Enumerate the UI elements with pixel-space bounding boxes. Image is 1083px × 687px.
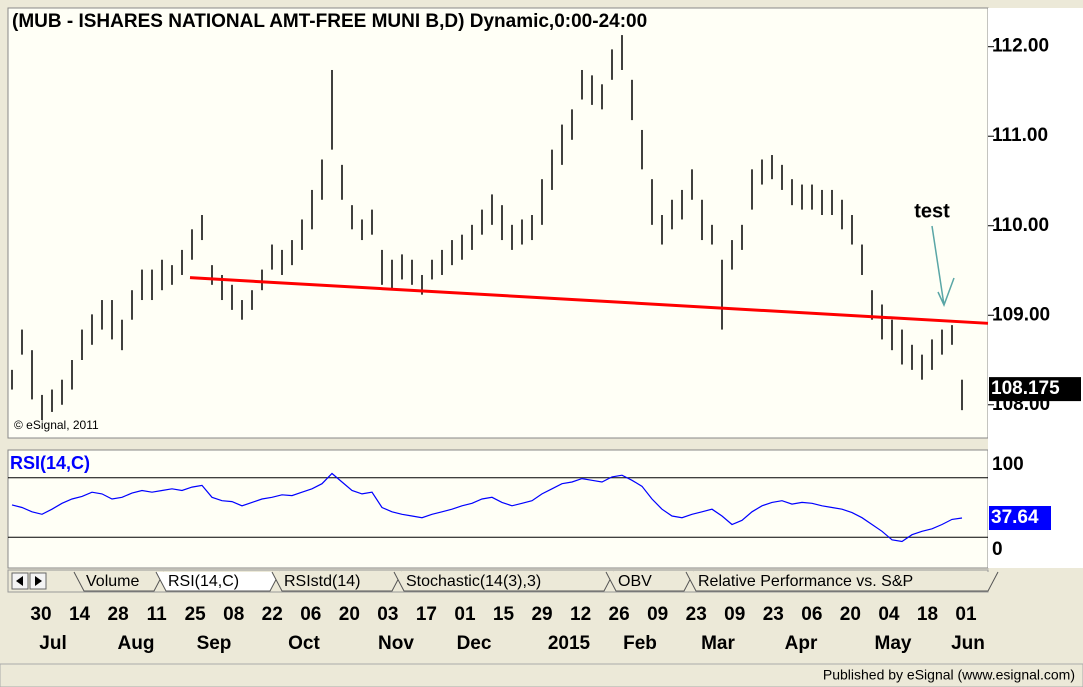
x-month-label: Aug	[118, 633, 155, 654]
scroll-left-icon	[16, 576, 23, 586]
x-month-label: Nov	[378, 633, 414, 654]
x-tick-label: 17	[416, 604, 437, 625]
x-tick-label: 04	[878, 604, 900, 625]
x-month-label: Oct	[288, 633, 320, 654]
x-tick-label: 08	[223, 604, 244, 625]
x-tick-label: 03	[377, 604, 398, 625]
tab[interactable]	[393, 571, 615, 592]
trendline	[189, 276, 989, 325]
x-tick-label: 26	[609, 604, 630, 625]
y-tick-label: 110.00	[992, 215, 1049, 236]
x-tick-label: 15	[493, 604, 515, 625]
y-tick-label: 0	[992, 539, 1003, 560]
x-tick-label: 28	[108, 604, 129, 625]
x-tick-label: 14	[69, 604, 91, 625]
x-tick-label: 06	[801, 604, 822, 625]
x-tick-label: 20	[339, 604, 360, 625]
tab-label[interactable]: Volume	[86, 573, 139, 590]
x-tick-label: 23	[763, 604, 784, 625]
x-tick-label: 09	[647, 604, 668, 625]
tab[interactable]	[73, 571, 165, 592]
last-value-label: 37.64	[991, 507, 1039, 528]
x-tick-label: 01	[955, 604, 977, 625]
x-tick-label: 22	[262, 604, 283, 625]
watermark: © eSignal, 2011	[14, 418, 99, 432]
tab-label[interactable]: Stochastic(14(3),3)	[406, 573, 541, 590]
tab[interactable]	[685, 571, 999, 592]
annotation-arrow	[931, 225, 955, 307]
x-tick-label: 11	[147, 604, 168, 625]
y-tick-label: 100	[992, 454, 1024, 475]
axis-panel	[988, 8, 1083, 568]
tab[interactable]	[605, 571, 695, 592]
x-month-label: Jul	[39, 633, 66, 654]
x-month-label: Feb	[623, 633, 657, 654]
rsi-line	[11, 472, 963, 543]
last-value-box	[989, 506, 1051, 531]
tab[interactable]	[155, 571, 281, 592]
x-tick-label: 29	[531, 604, 552, 625]
x-month-label: Dec	[457, 633, 492, 654]
x-tick-label: 30	[30, 604, 51, 625]
last-value-label: 108.175	[991, 378, 1060, 399]
x-tick-label: 01	[454, 604, 476, 625]
x-tick-label: 12	[570, 604, 591, 625]
scroll-right-icon	[35, 576, 42, 586]
x-tick-label: 18	[917, 604, 938, 625]
x-tick-label: 25	[185, 604, 207, 625]
y-tick-label: 111.00	[992, 125, 1048, 146]
tab-label[interactable]: Relative Performance vs. S&P	[698, 573, 913, 590]
x-month-label: Apr	[785, 633, 818, 654]
annotation: test	[914, 200, 950, 222]
x-tick-label: 09	[724, 604, 745, 625]
x-month-label: Sep	[197, 633, 232, 654]
tab-label[interactable]: RSI(14,C)	[168, 573, 239, 590]
x-month-label: 2015	[548, 633, 591, 654]
price-panel	[7, 7, 989, 439]
footer: Published by eSignal (www.esignal.com)	[823, 667, 1075, 683]
footer-bar	[0, 663, 1083, 687]
x-tick-label: 06	[300, 604, 321, 625]
x-month-label: Mar	[701, 633, 735, 654]
y-tick-label: 112.00	[992, 36, 1049, 57]
chart-title: (MUB - ISHARES NATIONAL AMT-FREE MUNI B,…	[12, 11, 647, 32]
tab-label[interactable]: RSIstd(14)	[284, 573, 360, 590]
y-tick-label: 109.00	[992, 304, 1050, 325]
last-value-box	[989, 377, 1081, 402]
x-month-label: May	[875, 633, 912, 654]
x-tick-label: 20	[840, 604, 861, 625]
tab[interactable]	[271, 571, 403, 592]
rsi-label: RSI(14,C)	[10, 453, 90, 473]
x-month-label: Jun	[951, 633, 985, 654]
rsi-panel	[7, 449, 989, 569]
x-tick-label: 23	[686, 604, 707, 625]
tab-label[interactable]: OBV	[618, 573, 652, 590]
